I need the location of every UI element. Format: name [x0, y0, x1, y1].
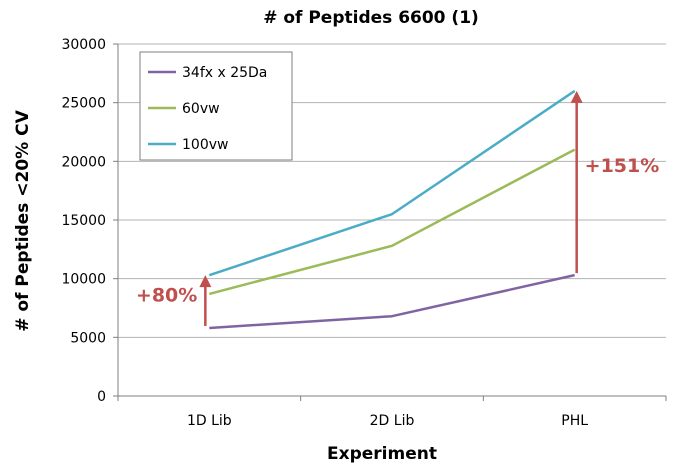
annotation-arrowhead — [570, 90, 583, 103]
tick-labels: 0 5000 10000 15000 20000 25000 30000 1D Lib 2D L… — [61, 37, 588, 429]
y-tick-label: 5000 — [70, 330, 106, 346]
chart-title: # of Peptides 6600 (1) — [263, 8, 479, 28]
y-tick-label: 15000 — [61, 213, 106, 229]
x-axis-title: Experiment — [327, 444, 437, 464]
y-tick-label: 25000 — [61, 96, 106, 112]
y-tick-label: 30000 — [61, 37, 106, 53]
series-line — [209, 273, 575, 330]
annotations: +80% +151% — [136, 90, 660, 326]
legend-label: 100vw — [182, 137, 228, 153]
x-tick-label: 1D Lib — [187, 413, 232, 429]
legend-label: 34fx x 25Da — [182, 65, 267, 81]
y-tick-label: 10000 — [61, 272, 106, 288]
series-line — [209, 148, 576, 296]
legend: 34fx x 25Da 60vw 100vw — [139, 51, 293, 161]
annotation-label: +151% — [585, 155, 660, 177]
y-tick-label: 20000 — [61, 154, 106, 170]
series-line — [208, 89, 576, 277]
series-lines — [208, 89, 576, 330]
x-tick-label: 2D Lib — [370, 413, 415, 429]
y-tick-label: 0 — [97, 389, 106, 405]
annotation-arrowhead — [199, 275, 212, 288]
x-tick-label: PHL — [561, 413, 588, 429]
legend-box — [139, 51, 293, 161]
annotation-label: +80% — [136, 285, 197, 307]
axes — [113, 43, 667, 401]
y-axis-title: # of Peptides <20% CV — [13, 109, 33, 331]
legend-label: 60vw — [182, 101, 220, 117]
